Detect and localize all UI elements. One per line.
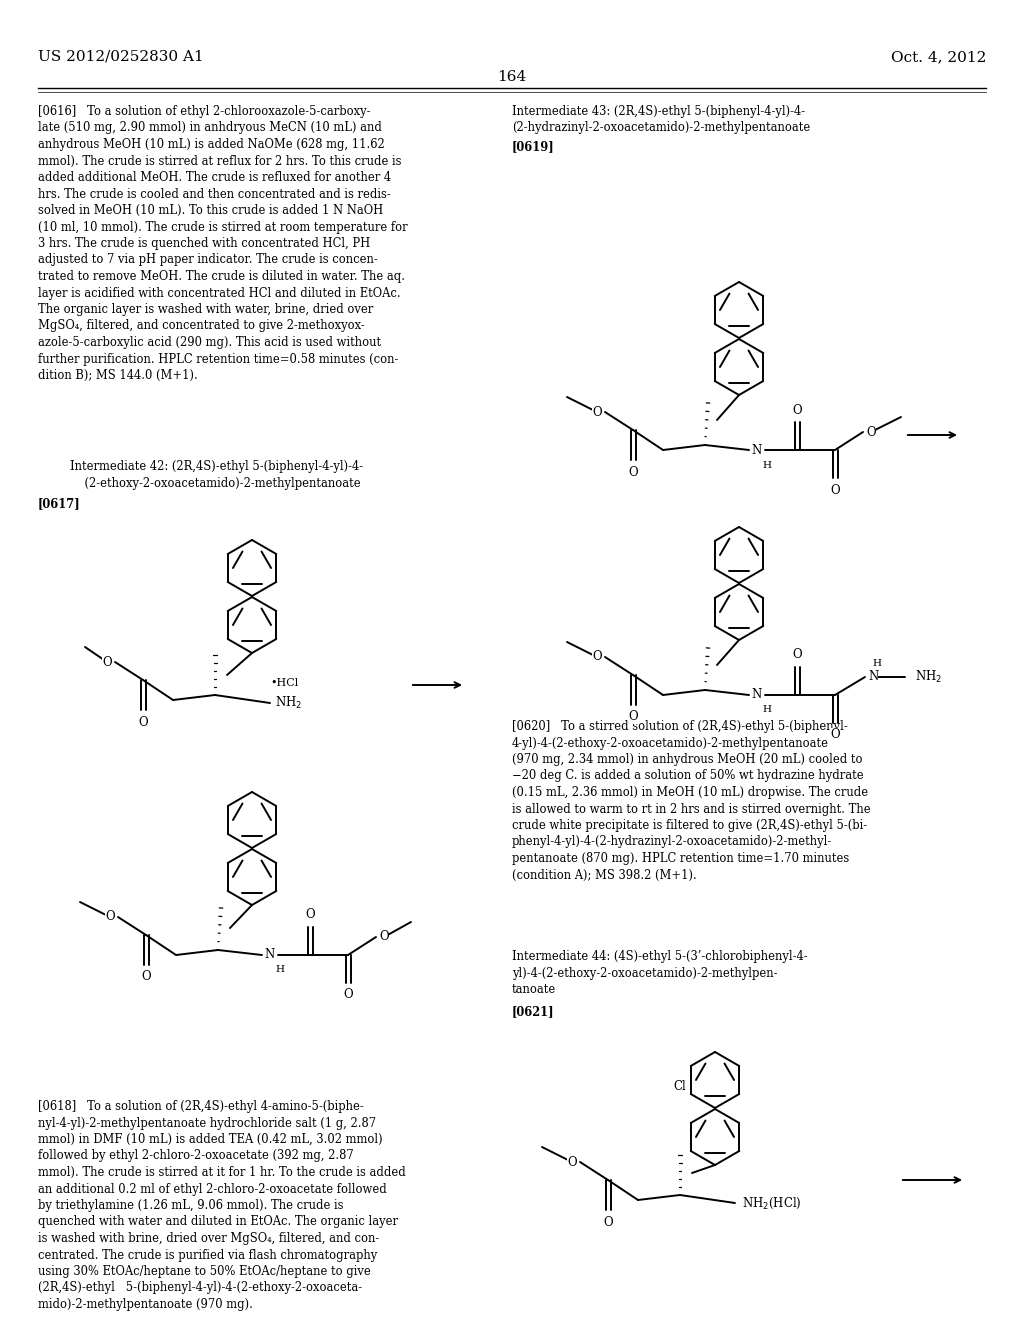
Text: Intermediate 42: (2R,4S)-ethyl 5-(biphenyl-4-yl)-4-
    (2-ethoxy-2-oxoacetamido: Intermediate 42: (2R,4S)-ethyl 5-(biphen… (70, 459, 364, 490)
Text: O: O (343, 989, 353, 1002)
Text: Intermediate 43: (2R,4S)-ethyl 5-(biphenyl-4-yl)-4-
(2-hydrazinyl-2-oxoacetamido: Intermediate 43: (2R,4S)-ethyl 5-(biphen… (512, 106, 810, 135)
Text: H: H (763, 461, 771, 470)
Text: O: O (793, 648, 802, 661)
Text: O: O (866, 425, 876, 438)
Text: O: O (102, 656, 112, 668)
Text: NH$_2$: NH$_2$ (275, 694, 302, 711)
Text: [0619]: [0619] (512, 140, 555, 153)
Text: [0621]: [0621] (512, 1005, 555, 1018)
Text: O: O (628, 466, 638, 479)
Text: US 2012/0252830 A1: US 2012/0252830 A1 (38, 50, 204, 63)
Text: O: O (830, 483, 840, 496)
Text: NH$_2$(HCl): NH$_2$(HCl) (742, 1196, 802, 1210)
Text: O: O (141, 970, 151, 983)
Text: N: N (752, 689, 762, 701)
Text: [0616]   To a solution of ethyl 2-chlorooxazole-5-carboxy-
late (510 mg, 2.90 mm: [0616] To a solution of ethyl 2-chloroox… (38, 106, 408, 381)
Text: N: N (265, 949, 275, 961)
Text: Cl: Cl (673, 1080, 686, 1093)
Text: NH$_2$: NH$_2$ (915, 669, 942, 685)
Text: O: O (830, 729, 840, 742)
Text: O: O (379, 931, 389, 944)
Text: H: H (275, 965, 285, 974)
Text: H: H (763, 705, 771, 714)
Text: O: O (628, 710, 638, 723)
Text: [0617]: [0617] (38, 498, 81, 510)
Text: Oct. 4, 2012: Oct. 4, 2012 (891, 50, 986, 63)
Text: O: O (603, 1216, 612, 1229)
Text: O: O (138, 715, 147, 729)
Text: N: N (752, 444, 762, 457)
Text: •HCl: •HCl (270, 678, 298, 688)
Text: H: H (872, 659, 882, 668)
Text: Intermediate 44: (4S)-ethyl 5-(3’-chlorobiphenyl-4-
yl)-4-(2-ethoxy-2-oxoacetami: Intermediate 44: (4S)-ethyl 5-(3’-chloro… (512, 950, 808, 997)
Text: N: N (868, 671, 879, 684)
Text: O: O (592, 405, 602, 418)
Text: O: O (592, 651, 602, 664)
Text: O: O (305, 908, 314, 921)
Text: O: O (567, 1155, 577, 1168)
Text: [0618]   To a solution of (2R,4S)-ethyl 4-amino-5-(biphe-
nyl-4-yl)-2-methylpent: [0618] To a solution of (2R,4S)-ethyl 4-… (38, 1100, 406, 1311)
Text: [0620]   To a stirred solution of (2R,4S)-ethyl 5-(biphenyl-
4-yl)-4-(2-ethoxy-2: [0620] To a stirred solution of (2R,4S)-… (512, 719, 870, 882)
Text: O: O (105, 911, 115, 924)
Text: 164: 164 (498, 70, 526, 84)
Text: O: O (793, 404, 802, 417)
